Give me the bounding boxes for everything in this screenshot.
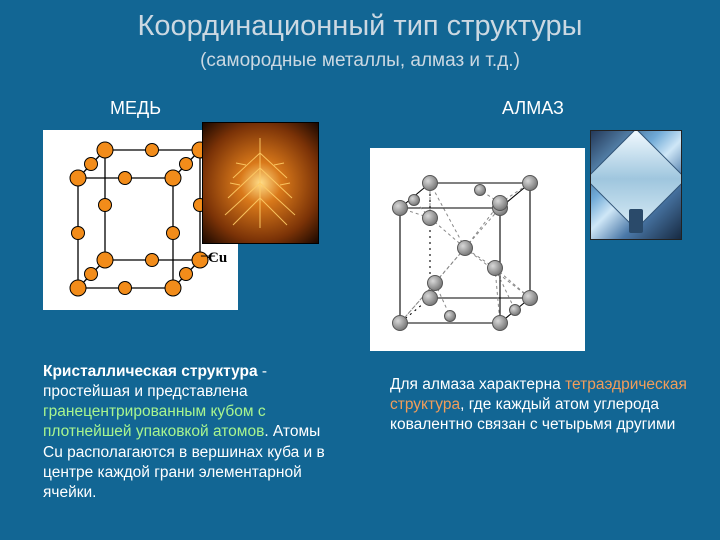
- dendrite-svg: [203, 123, 318, 243]
- carbon-atom: [422, 175, 438, 191]
- carbon-atom: [422, 210, 438, 226]
- cu-atom: [179, 267, 193, 281]
- cu-atom: [145, 253, 159, 267]
- left-body-text: Кристаллическая структура - простейшая и…: [43, 362, 333, 503]
- cu-atom: [97, 142, 114, 159]
- right-body-text: Для алмаза характерна тетраэдрическая ст…: [390, 375, 690, 435]
- cu-atom: [70, 280, 87, 297]
- cu-atom: [71, 226, 85, 240]
- slide-title: Координационный тип структуры: [0, 10, 720, 43]
- cu-atom: [165, 280, 182, 297]
- element-label-tick: —: [201, 248, 215, 264]
- diamond-crystal-photo: [590, 130, 682, 240]
- right-heading: АЛМАЗ: [502, 98, 564, 119]
- cu-atom: [118, 171, 132, 185]
- cu-atom: [165, 170, 182, 187]
- carbon-atom: [427, 275, 443, 291]
- carbon-atom: [522, 290, 538, 306]
- left-body-lead: Кристаллическая структура: [43, 363, 258, 380]
- cu-atom: [166, 226, 180, 240]
- cu-atom: [98, 198, 112, 212]
- copper-dendrite-photo: [202, 122, 319, 244]
- diamond-lattice-diagram: [370, 148, 585, 351]
- carbon-atom: [522, 175, 538, 191]
- cu-atom: [97, 252, 114, 269]
- left-heading: МЕДЬ: [110, 98, 161, 119]
- cu-atom: [118, 281, 132, 295]
- carbon-atom: [474, 184, 486, 196]
- carbon-atom: [392, 200, 408, 216]
- right-body-plain1: Для алмаза характерна: [390, 376, 565, 393]
- cu-atom: [84, 267, 98, 281]
- carbon-atom: [492, 315, 508, 331]
- carbon-atom: [444, 310, 456, 322]
- slide-subtitle: (самородные металлы, алмаз и т.д.): [0, 50, 720, 72]
- carbon-atom: [487, 260, 503, 276]
- cu-atom: [84, 157, 98, 171]
- carbon-atom: [457, 240, 473, 256]
- carbon-atom: [492, 195, 508, 211]
- cu-atom: [70, 170, 87, 187]
- carbon-atom: [392, 315, 408, 331]
- cu-atom: [145, 143, 159, 157]
- cu-atom: [179, 157, 193, 171]
- slide: Координационный тип структуры (самородны…: [0, 0, 720, 540]
- carbon-atom: [422, 290, 438, 306]
- left-body-highlight: гранецентрированным кубом с плотнейшей у…: [43, 403, 266, 440]
- carbon-atom: [408, 194, 420, 206]
- carbon-atom: [509, 304, 521, 316]
